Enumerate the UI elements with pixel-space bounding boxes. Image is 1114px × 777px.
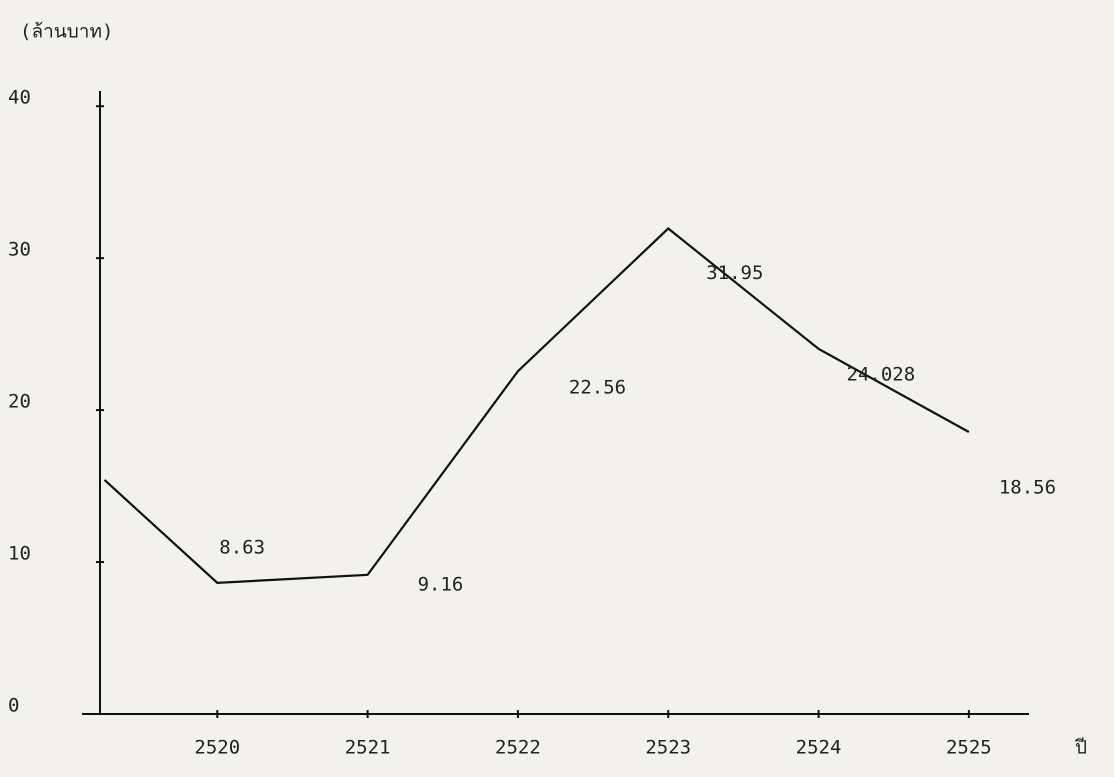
y-tick-label: 40 (8, 87, 31, 109)
data-line (103, 227, 970, 584)
x-tick-label: 2522 (495, 737, 541, 759)
x-tick-label: 2523 (645, 737, 691, 759)
x-tick-label: 2524 (796, 737, 842, 759)
data-label: 9.16 (418, 573, 464, 595)
y-tick-label: 30 (8, 239, 31, 261)
data-label: 24.028 (847, 363, 916, 385)
data-label: 31.95 (706, 262, 763, 284)
x-tick-label: 2525 (946, 737, 992, 759)
x-tick-label: 2521 (345, 737, 391, 759)
data-label: 18.56 (999, 476, 1056, 498)
x-axis-title: ปี (1074, 737, 1087, 759)
data-label: 8.63 (219, 536, 265, 558)
y-tick-label: 10 (8, 543, 31, 565)
y-tick-label: 20 (8, 391, 31, 413)
x-tick-label: 2520 (194, 737, 240, 759)
data-label: 22.56 (569, 377, 626, 399)
y-tick-label: 0 (8, 695, 19, 717)
y-axis-title: (ล้านบาท) (20, 21, 113, 43)
